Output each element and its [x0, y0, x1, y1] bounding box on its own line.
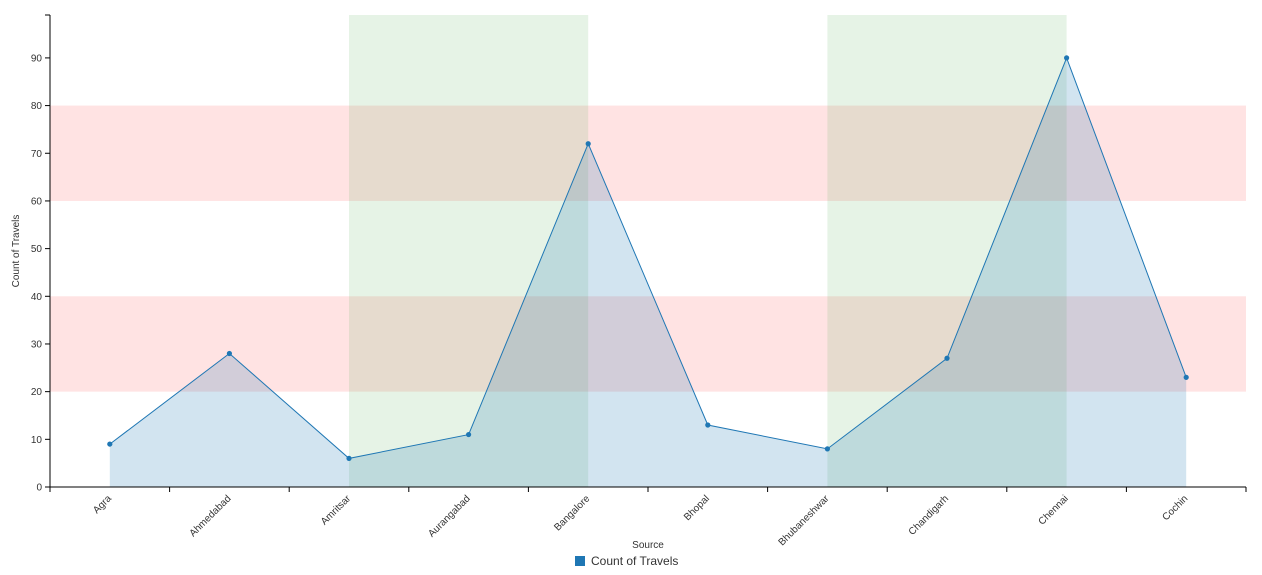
highlight-bands	[50, 15, 1246, 487]
x-highlight-band-0	[349, 15, 589, 487]
y-tick-label: 80	[31, 101, 43, 112]
x-axis-title: Source	[632, 540, 664, 551]
data-point-aurangabad[interactable]	[466, 431, 472, 438]
legend[interactable]: Count of Travels	[575, 554, 678, 568]
x-tick-label-bangalore: Bangalore	[552, 493, 592, 533]
y-tick-label: 70	[31, 149, 43, 160]
series-line-0	[109, 56, 1187, 459]
y-highlight-band-1	[50, 105, 1246, 201]
x-tick-label-ahmedabad: Ahmedabad	[188, 493, 234, 539]
x-tick-label-aurangabad: Aurangabad	[426, 493, 472, 539]
data-point-cochin[interactable]	[1183, 374, 1189, 380]
area-series	[109, 56, 1187, 488]
data-point-ahmedabad[interactable]	[226, 350, 232, 357]
y-tick-label: 50	[31, 244, 43, 255]
x-tick-label-bhopal: Bhopal	[682, 493, 712, 523]
x-tick-label-bhubaneshwar: Bhubaneshwar	[777, 493, 832, 548]
x-highlight-band-1	[827, 15, 1067, 487]
x-tick-label-cochin: Cochin	[1161, 493, 1191, 523]
data-point-chennai[interactable]	[1064, 55, 1070, 61]
x-tick-label-chandigarh: Chandigarh	[907, 493, 951, 537]
legend-swatch[interactable]	[575, 556, 585, 566]
data-point-agra[interactable]	[107, 441, 113, 447]
y-highlight-band-0	[50, 296, 1246, 392]
y-tick-label: 20	[31, 387, 43, 398]
y-tick-label: 90	[31, 53, 43, 64]
x-tick-label-amritsar: Amritsar	[319, 493, 354, 528]
x-tick-label-agra: Agra	[91, 493, 114, 516]
y-tick-label: 30	[31, 339, 43, 350]
data-point-bhubaneshwar[interactable]	[824, 446, 831, 452]
y-tick-label: 0	[36, 483, 42, 494]
y-tick-label: 10	[31, 435, 43, 446]
y-axis-title: Count of Travels	[11, 215, 22, 288]
area-fill-series-0	[109, 57, 1187, 488]
data-point-bangalore[interactable]	[585, 141, 591, 147]
data-point-chandigarh[interactable]	[944, 355, 950, 361]
legend-label[interactable]: Count of Travels	[591, 554, 678, 568]
data-points	[107, 55, 1189, 461]
data-point-bhopal[interactable]	[705, 422, 711, 428]
y-tick-label: 60	[31, 196, 43, 207]
x-tick-label-chennai: Chennai	[1037, 493, 1071, 527]
y-tick-label: 40	[31, 292, 43, 303]
data-point-amritsar[interactable]	[346, 455, 352, 461]
